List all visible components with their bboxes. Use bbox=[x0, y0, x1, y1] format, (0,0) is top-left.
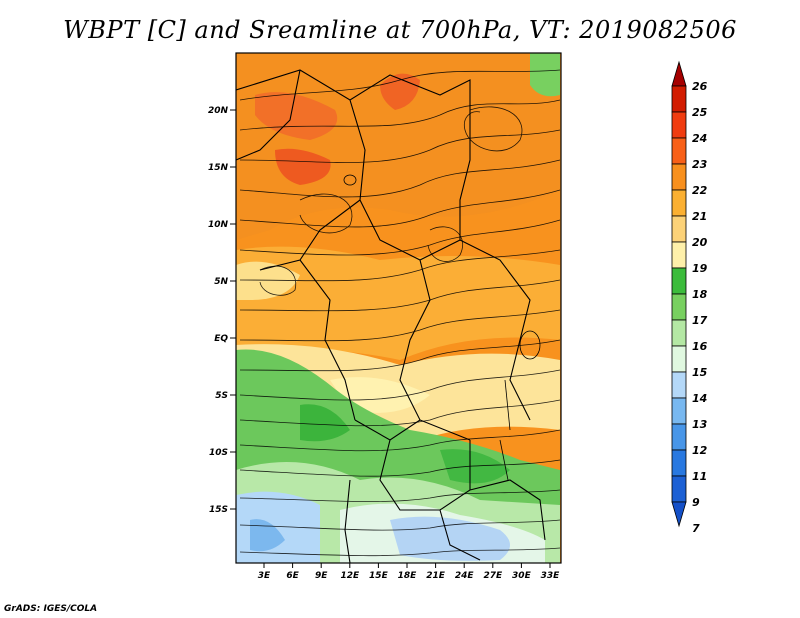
colorbar-swatch bbox=[671, 423, 687, 451]
lon-tick-label: 21E bbox=[426, 571, 446, 581]
colorbar-label: 13 bbox=[692, 418, 708, 431]
colorbar-label: 23 bbox=[692, 158, 708, 171]
lat-tick-label: EQ bbox=[214, 334, 228, 344]
colorbar-label: 19 bbox=[692, 262, 708, 275]
colorbar-label: 17 bbox=[692, 314, 708, 327]
lat-tick-label: 15N bbox=[208, 163, 229, 173]
lon-tick-label: 3E bbox=[258, 571, 271, 581]
lat-tick-label: 10S bbox=[209, 448, 228, 458]
colorbar-label: 26 bbox=[692, 80, 708, 93]
colorbar-label: 9 bbox=[692, 496, 700, 509]
colorbar-label: 15 bbox=[692, 366, 708, 379]
lon-tick-label: 33E bbox=[541, 571, 561, 581]
lon-tick-label: 15E bbox=[369, 571, 389, 581]
colorbar-label: 21 bbox=[692, 210, 707, 223]
lakes bbox=[343, 174, 541, 481]
temperature-field bbox=[236, 53, 561, 563]
colorbar-label: 22 bbox=[692, 184, 708, 197]
lat-tick-label: 5S bbox=[215, 391, 228, 401]
colorbar-label: 25 bbox=[692, 106, 708, 119]
colorbar-swatch bbox=[671, 241, 687, 269]
lat-tick-label: 10N bbox=[208, 220, 229, 230]
lon-tick-label: 24E bbox=[455, 571, 475, 581]
colorbar-swatch bbox=[671, 163, 687, 191]
longitude-axis: 3E 6E 9E 12E 15E 18E 21E 24E 27E 30E 33E bbox=[258, 563, 560, 581]
country-borders bbox=[236, 69, 546, 563]
colorbar-swatch bbox=[671, 345, 687, 373]
colorbar-swatch bbox=[671, 267, 687, 295]
colorbar-label: 14 bbox=[692, 392, 707, 405]
map-frame bbox=[235, 52, 562, 564]
lat-tick-label: 15S bbox=[209, 505, 228, 515]
lon-tick-label: 6E bbox=[286, 571, 299, 581]
colorbar-label: 18 bbox=[692, 288, 708, 301]
lon-tick-label: 27E bbox=[483, 571, 503, 581]
colorbar-label: 11 bbox=[692, 470, 707, 483]
colorbar-label: 12 bbox=[692, 444, 708, 457]
latitude-axis: 20N 15N 10N 5N EQ 5S 10S 15S bbox=[208, 106, 236, 515]
colorbar-bottom-arrow bbox=[671, 501, 687, 528]
map-title: WBPT [C] and Sreamline at 700hPa, VT: 20… bbox=[63, 16, 737, 44]
colorbar-swatch bbox=[671, 189, 687, 217]
lat-tick-label: 5N bbox=[214, 277, 228, 287]
colorbar-swatch bbox=[671, 319, 687, 347]
lat-tick-label: 20N bbox=[208, 106, 229, 116]
credit-label: GrADS: IGES/COLA bbox=[4, 604, 98, 614]
lon-tick-label: 9E bbox=[315, 571, 328, 581]
colorbar-swatch bbox=[671, 293, 687, 321]
colorbar: 26 25 24 23 22 21 20 19 18 17 16 15 14 13 12 11 9 7 bbox=[671, 60, 708, 535]
colorbar-top-arrow bbox=[671, 60, 687, 87]
colorbar-swatch bbox=[671, 449, 687, 477]
lon-tick-label: 18E bbox=[398, 571, 418, 581]
colorbar-swatch bbox=[671, 85, 687, 113]
colorbar-swatch bbox=[671, 371, 687, 399]
colorbar-swatch bbox=[671, 397, 687, 425]
colorbar-swatch bbox=[671, 215, 687, 243]
lon-tick-label: 30E bbox=[512, 571, 532, 581]
colorbar-label: 24 bbox=[692, 132, 707, 145]
colorbar-label: 16 bbox=[692, 340, 708, 353]
colorbar-swatch bbox=[671, 137, 687, 165]
colorbar-swatch bbox=[671, 475, 687, 503]
colorbar-swatch bbox=[671, 111, 687, 139]
lon-tick-label: 12E bbox=[340, 571, 360, 581]
colorbar-label: 7 bbox=[692, 522, 700, 535]
colorbar-label: 20 bbox=[692, 236, 708, 249]
